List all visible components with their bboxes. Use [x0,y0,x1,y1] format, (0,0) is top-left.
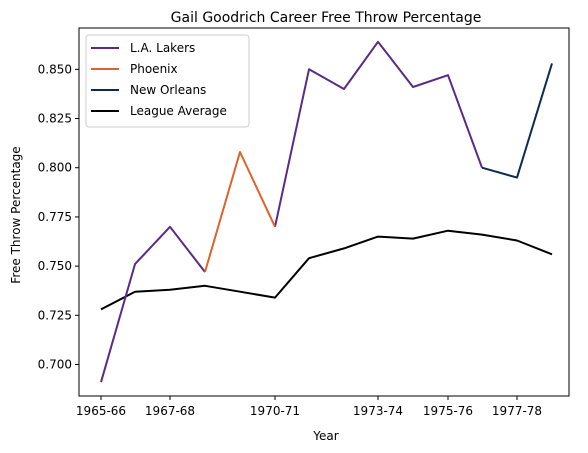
y-tick-label: 0.775 [38,210,72,224]
y-tick-label: 0.825 [38,112,72,126]
x-axis-label: Year [312,429,338,443]
legend-label: Phoenix [130,62,178,76]
legend-box [85,34,250,128]
series-line-league-average-0 [100,229,553,311]
x-tick-label: 1965-66 [76,404,126,418]
y-tick-label: 0.725 [38,308,72,322]
series-line-l-a-lakers-1 [274,40,483,228]
x-tick-label: 1975-76 [423,404,473,418]
series-line-l-a-lakers-0 [100,225,206,383]
x-axis: 1965-66 1967-68 1970-71 1973-74 1975-76 1977-… [76,396,542,418]
legend: L.A. Lakers Phoenix New Orleans League Aver… [85,34,250,128]
series-line-new-orleans-0 [481,63,553,179]
y-tick-label: 0.750 [38,259,72,273]
plot-area-frame [78,27,570,397]
legend-label: New Orleans [130,83,206,97]
x-tick-label: 1967-68 [145,404,195,418]
x-tick-label: 1970-71 [250,404,300,418]
series-line-phoenix-0 [204,151,276,273]
legend-label: L.A. Lakers [130,41,195,55]
y-axis-label: Free Throw Percentage [9,146,23,283]
x-tick-label: 1973-74 [353,404,403,418]
y-tick-label: 0.700 [38,358,72,372]
y-tick-label: 0.800 [38,161,72,175]
y-tick-label: 0.850 [38,62,72,76]
x-tick-label: 1977-78 [492,404,542,418]
chart-title: Gail Goodrich Career Free Throw Percenta… [171,10,482,26]
y-axis: 0.700 0.725 0.750 0.775 0.800 0.825 0.850 [38,62,79,372]
legend-label: League Average [130,104,227,118]
series-layer [100,40,553,383]
